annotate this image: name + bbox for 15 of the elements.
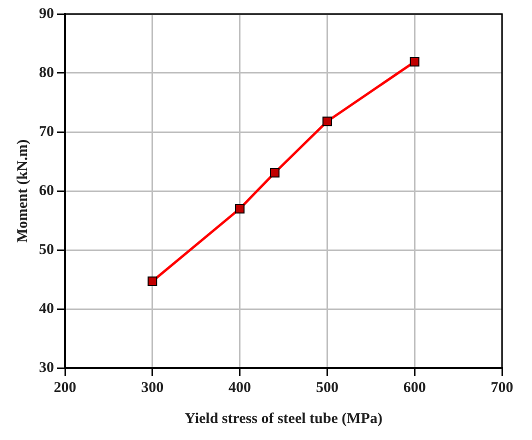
x-axis-title: Yield stress of steel tube (MPa) [184,410,382,427]
x-tick-label: 200 [54,380,76,396]
x-tick-label: 400 [228,380,252,396]
y-tick-label: 50 [39,242,54,258]
y-tick-label: 30 [39,360,54,376]
x-tick-label: 600 [403,380,426,396]
x-tick-label: 500 [316,380,338,396]
y-axis-title: Moment (kN.m) [14,139,31,243]
y-tick-label: 90 [39,6,54,22]
y-tick-label: 60 [39,182,54,199]
x-tick-label: 300 [141,380,164,396]
x-tick-label: 700 [490,380,514,396]
y-tick-label: 70 [39,124,54,140]
y-tick-label: 80 [39,64,54,81]
y-tick-label: 40 [39,300,54,317]
